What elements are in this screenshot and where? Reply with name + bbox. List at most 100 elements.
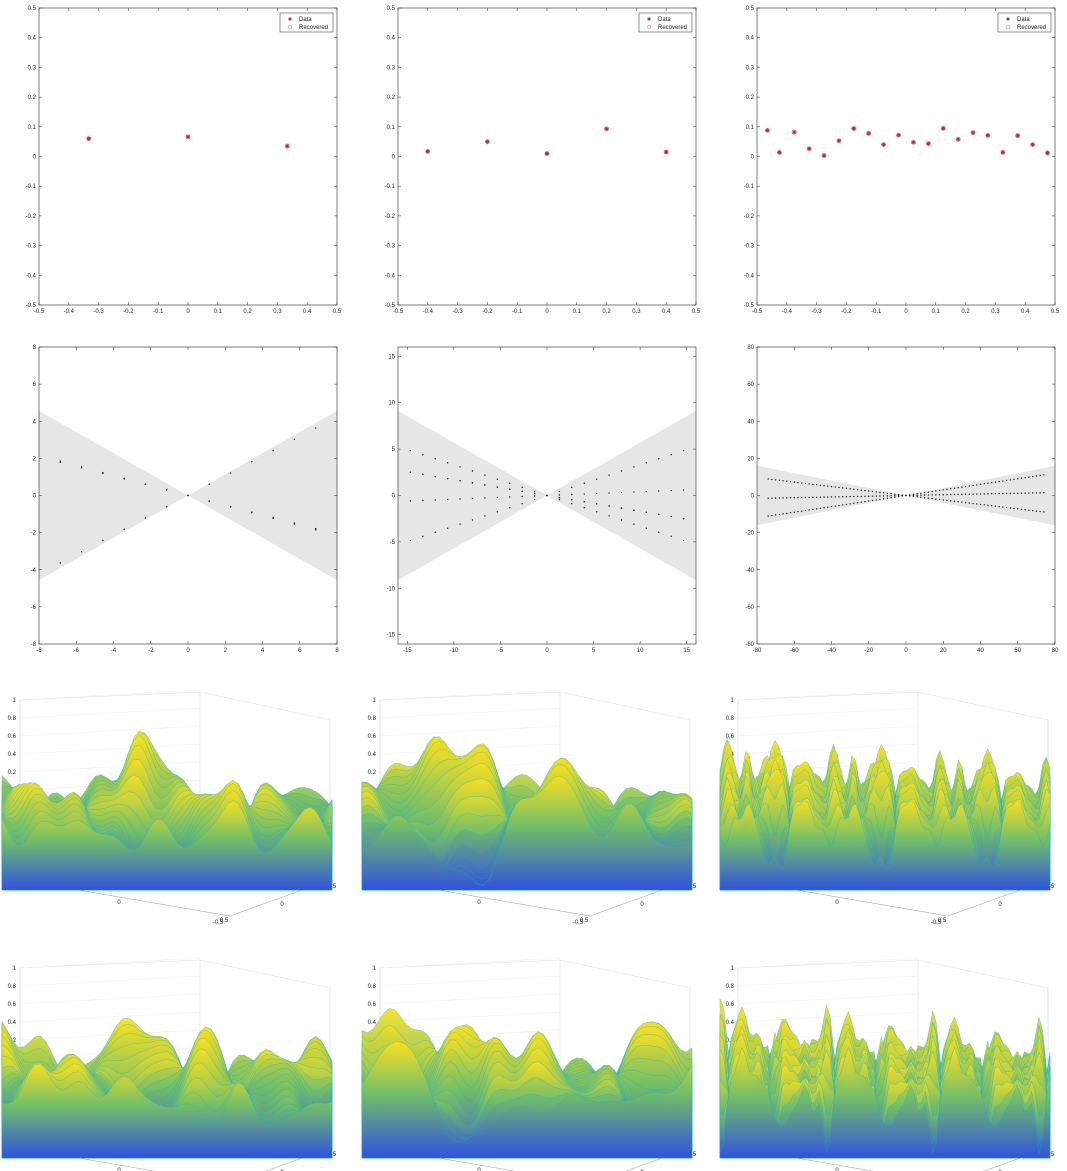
dot-point — [990, 481, 993, 484]
x-tick-label: -0.2 — [841, 309, 852, 315]
x-tick-label: -0.1 — [153, 309, 164, 315]
data-point-stroke — [664, 150, 668, 154]
z-grid-line — [19, 743, 201, 755]
dot-point — [976, 503, 978, 505]
dot-point — [786, 512, 788, 515]
y-tick-label: 0.1 — [746, 125, 755, 131]
data-point — [911, 140, 916, 145]
dot-point — [987, 493, 989, 495]
x-tick-label: 0 — [186, 309, 190, 315]
dot-point — [841, 496, 844, 498]
dot-point — [909, 495, 911, 497]
y-tick-label: -0.4 — [385, 273, 396, 279]
dot-point — [916, 496, 918, 498]
dot-point — [80, 467, 83, 469]
dot-point — [815, 496, 818, 498]
dot-point — [1002, 492, 1004, 495]
dot-point — [868, 490, 870, 492]
dot-point — [315, 427, 317, 429]
data-point-stroke — [285, 144, 290, 148]
x-tick-label: 0.5 — [1046, 884, 1055, 890]
dot-point — [1005, 506, 1008, 509]
data-point — [1045, 150, 1050, 155]
x-tick-label: 8 — [335, 648, 339, 654]
data-point — [926, 141, 931, 146]
dot-point — [166, 506, 168, 508]
dot-point — [533, 495, 536, 497]
x-tick-label: -0.4 — [782, 309, 793, 315]
dot-point — [856, 495, 859, 498]
dot-point — [964, 493, 967, 496]
dot-point — [59, 461, 61, 464]
y-tick-label: -0.1 — [744, 184, 755, 190]
y-tick-label: 0.4 — [28, 36, 37, 42]
dot-point — [994, 481, 997, 483]
data-point-stroke — [941, 126, 946, 131]
recovered-point — [1030, 142, 1036, 148]
data-point — [604, 126, 609, 131]
dot-point — [946, 488, 948, 491]
z-tick-label: 0.4 — [368, 1020, 377, 1026]
dot-point — [434, 458, 436, 460]
y-tick-label: 0.5 — [220, 918, 229, 924]
x-tick-label: -40 — [827, 648, 836, 654]
dot-point — [972, 484, 974, 487]
dot-point — [875, 495, 877, 497]
dot-point — [59, 562, 61, 564]
dot-point — [608, 474, 610, 476]
panel-3-scatter: -0.5 -0.4 -0.3 -0.2 -0.1 0 0.1 0.2 0.3 0.4 0.5 -0.5… — [744, 6, 1060, 315]
dot-point — [546, 494, 548, 497]
data-point-stroke — [807, 146, 811, 151]
dot-point — [812, 483, 814, 486]
panel-9-surface: -1-0.8-0.6-0.4-0.200.20.40.60.81-0.500.5… — [719, 689, 1055, 926]
x-tick-label: 0 — [186, 648, 190, 654]
dot-point — [964, 501, 967, 504]
dot-point — [1035, 475, 1038, 477]
dot-point — [927, 497, 930, 499]
dot-point — [845, 487, 848, 490]
z-grid-line — [379, 975, 561, 987]
legend-recovered-marker — [646, 24, 652, 30]
x-tick-label: 0.4 — [662, 309, 671, 315]
x-tick-label: -0.4 — [423, 309, 434, 315]
data-point-stroke — [837, 138, 841, 143]
x-tick-label: -0.5 — [34, 309, 45, 315]
dot-point — [845, 503, 848, 506]
legend-marker-stroke — [1006, 17, 1010, 21]
dot-point — [583, 482, 585, 484]
dot-point — [533, 492, 536, 495]
x-tick-label: -0.3 — [811, 309, 822, 315]
legend-data-marker — [288, 17, 292, 21]
y-tick-label: -0.1 — [26, 184, 37, 190]
y-tick-label: 80 — [747, 345, 754, 351]
dot-point — [950, 500, 952, 502]
dot-point — [789, 497, 792, 499]
dot-point — [533, 498, 536, 501]
dot-point — [942, 494, 944, 496]
dot-point — [812, 508, 814, 511]
y-tick-label: 0.3 — [387, 65, 396, 71]
legend-data-marker — [1006, 17, 1010, 21]
x-tick-label: 0.5 — [688, 1152, 697, 1158]
dot-point — [658, 513, 660, 516]
dot-point — [789, 512, 792, 514]
dot-point — [793, 481, 795, 483]
dot-point — [864, 489, 866, 492]
dot-point — [571, 499, 573, 501]
z-tick-label: 0.8 — [368, 984, 377, 990]
dot-point — [901, 494, 903, 496]
dot-point — [849, 488, 851, 490]
dot-point — [782, 513, 784, 515]
dot-point — [823, 484, 825, 487]
dot-point — [927, 494, 930, 496]
dot-point — [459, 523, 461, 525]
y-tick-label: 10 — [388, 401, 395, 407]
dot-point — [409, 471, 412, 474]
y-tick-label: 0.1 — [387, 125, 396, 131]
z-grid-line — [379, 725, 561, 737]
recovered-point — [925, 141, 931, 147]
y-tick-label: 0.5 — [938, 918, 947, 924]
dot-point — [797, 496, 799, 499]
z-grid-line — [379, 707, 561, 719]
z-tick-label: 1 — [373, 698, 377, 704]
